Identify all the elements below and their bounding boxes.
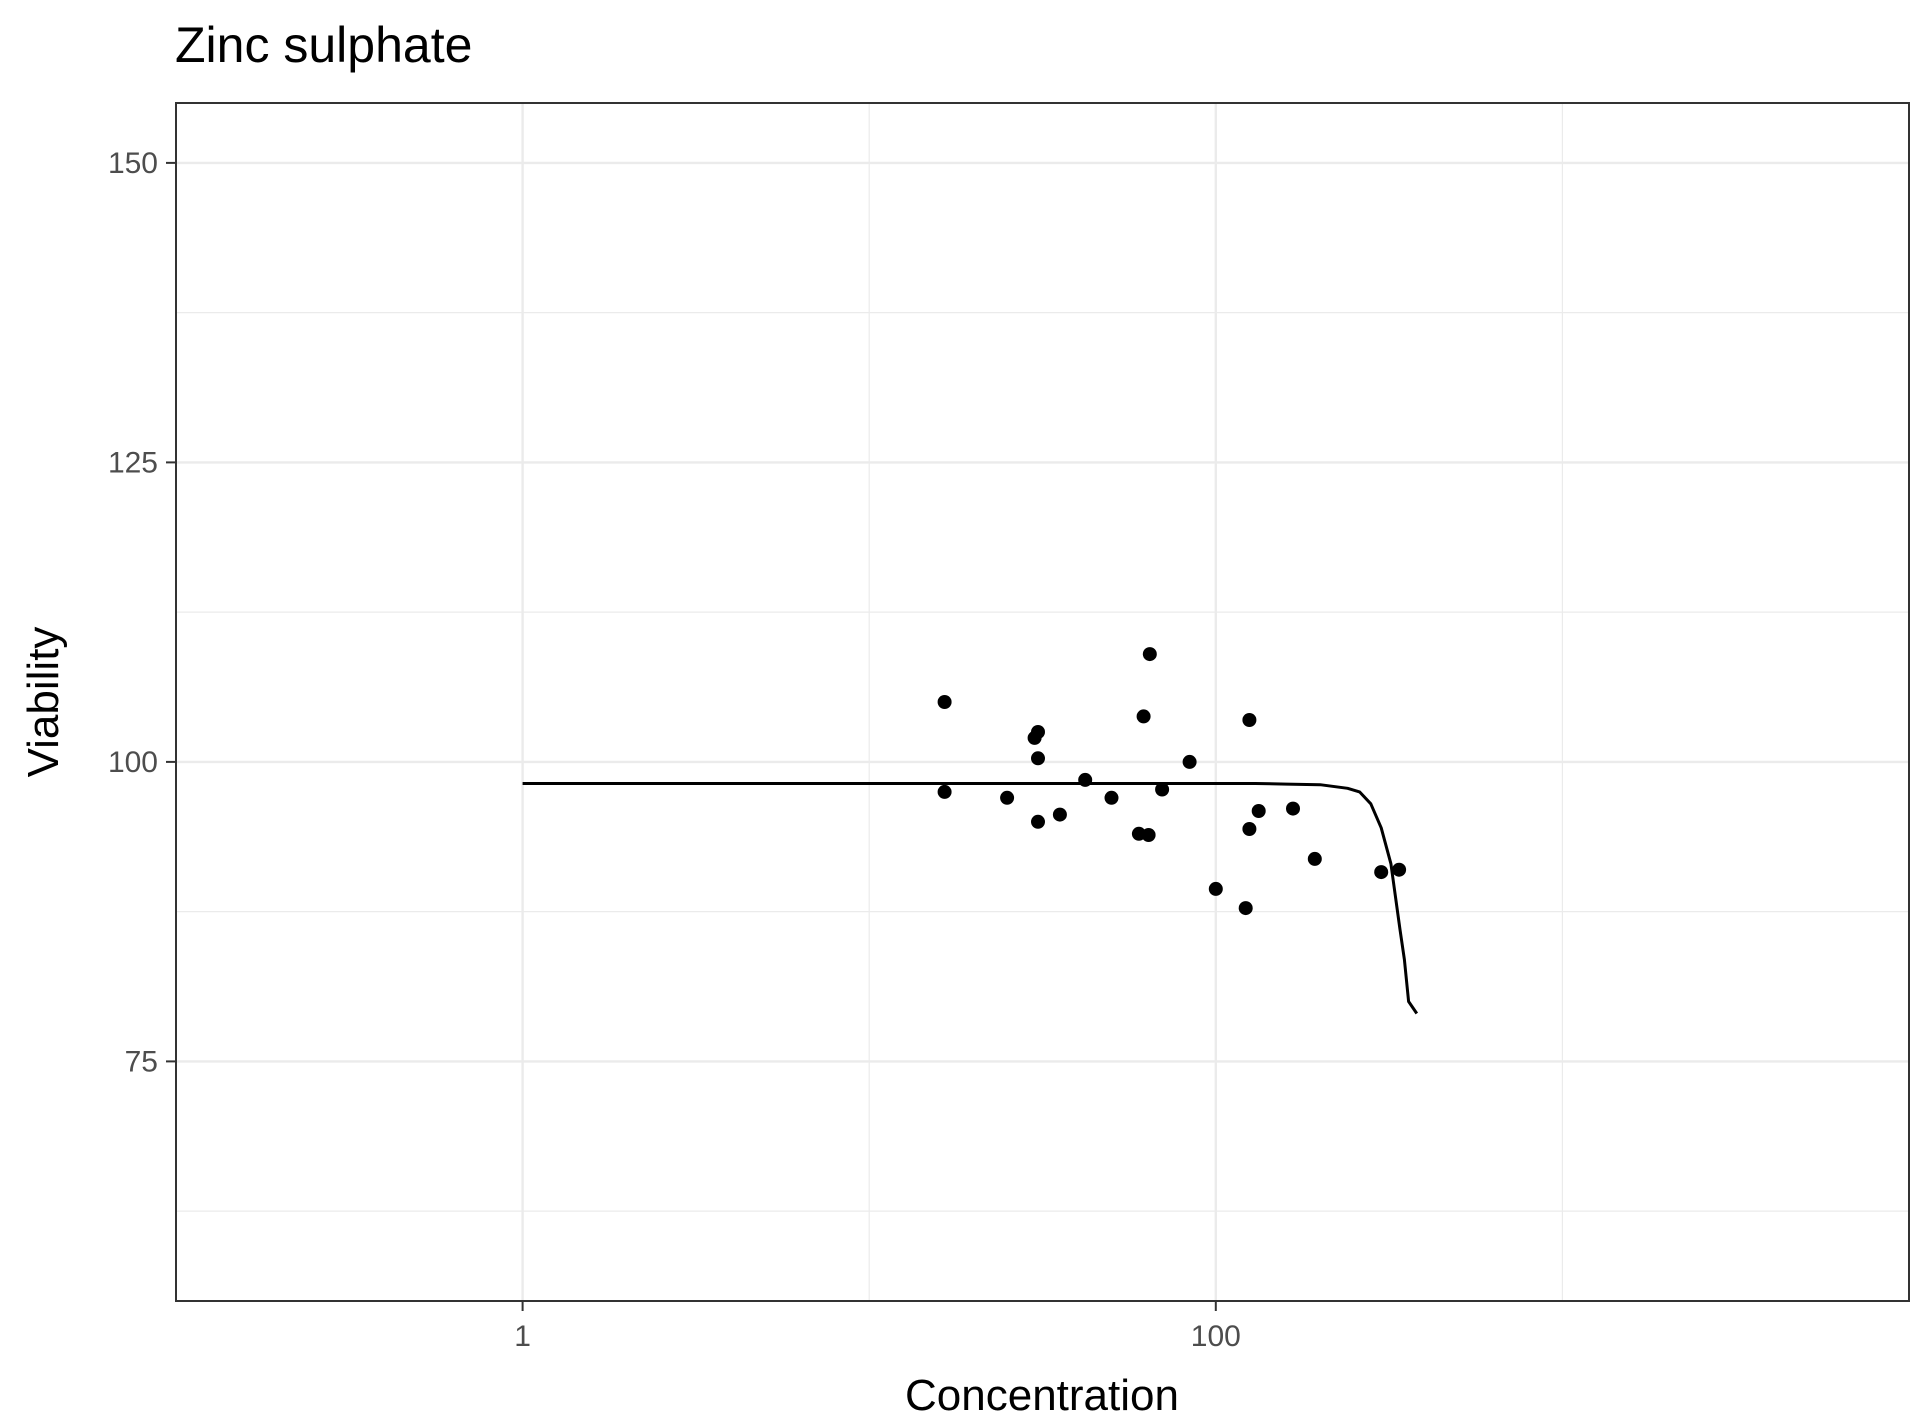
data-point: [1078, 772, 1093, 787]
data-point: [1208, 881, 1223, 896]
data-point: [1307, 851, 1322, 866]
data-point: [1374, 865, 1389, 880]
data-point: [937, 695, 952, 709]
y-axis-title: Viability: [19, 627, 68, 778]
y-tick-label: 75: [125, 1045, 158, 1078]
data-point: [1141, 828, 1156, 842]
data-point: [1142, 647, 1157, 662]
x-tick-label: 1: [514, 1320, 531, 1353]
plot-panel: [176, 103, 1909, 1301]
chart-title: Zinc sulphate: [175, 17, 472, 73]
data-point: [1052, 807, 1067, 822]
data-point: [1392, 862, 1407, 877]
data-point: [1286, 801, 1300, 816]
data-point: [1031, 751, 1045, 766]
y-tick-label: 100: [108, 746, 158, 779]
data-point: [1031, 814, 1045, 829]
data-point: [1155, 782, 1170, 797]
data-point: [1242, 713, 1257, 727]
x-axis-title: Concentration: [905, 1371, 1179, 1420]
data-point: [937, 784, 952, 799]
x-tick-label: 100: [1191, 1320, 1241, 1353]
data-point: [1238, 901, 1253, 916]
y-tick-label: 150: [108, 147, 158, 180]
data-points-layer: [937, 647, 1407, 916]
x-axis: 1 100: [514, 1301, 1241, 1353]
panel-border: [175, 102, 1910, 1302]
data-point: [1136, 709, 1151, 724]
data-point: [1031, 725, 1045, 739]
data-point: [1104, 790, 1119, 805]
data-point: [1182, 754, 1197, 769]
data-point: [1000, 790, 1015, 805]
data-point: [1242, 822, 1257, 836]
y-tick-label: 125: [108, 446, 158, 479]
data-point: [1251, 804, 1266, 818]
y-axis: 75 100 125 150: [108, 147, 176, 1078]
